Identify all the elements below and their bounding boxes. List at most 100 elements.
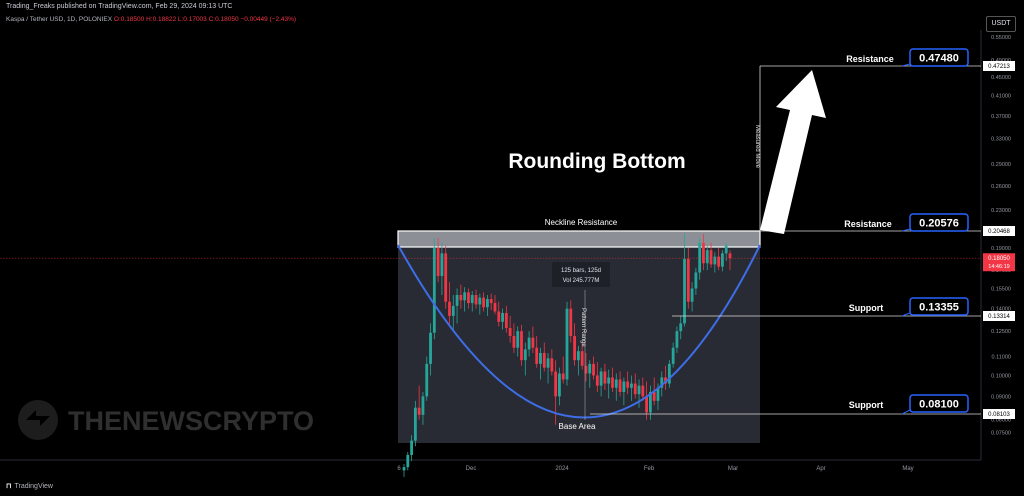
candle-0 (402, 464, 406, 477)
candle-6 (425, 356, 429, 401)
level-pointer-2 (901, 312, 911, 317)
range-bars-label: 125 bars, 125d (561, 268, 601, 274)
candle-79 (702, 233, 705, 271)
price-tick-label-5: 0.33000 (991, 136, 1011, 142)
candle-12 (448, 282, 451, 327)
level-label-2: Support (849, 303, 884, 313)
time-tick-label-6: May (902, 466, 913, 472)
time-tick-label-0: 6 (397, 466, 401, 472)
symbol-name: Kaspa / Tether USD, 1D, POLONIEX (6, 16, 113, 23)
candle-37 (542, 342, 546, 372)
candle-31 (520, 324, 523, 366)
range-vol-label: Vol 245.777M (563, 278, 600, 284)
candle-14 (455, 288, 459, 324)
candle-41 (558, 367, 561, 406)
candle-11 (444, 245, 448, 309)
price-tick-label-13: 0.14000 (991, 307, 1011, 313)
price-tag-0 (983, 61, 1015, 71)
candle-36 (539, 347, 542, 380)
price-tick-label-7: 0.26000 (991, 184, 1011, 190)
candle-2 (410, 435, 413, 461)
candle-5 (421, 392, 425, 425)
candle-45 (573, 323, 576, 366)
level-value-2: 0.13355 (919, 302, 959, 314)
candle-1 (406, 452, 410, 471)
price-tag-1 (983, 226, 1015, 236)
candle-60 (630, 375, 633, 401)
price-tick-label-14: 0.12500 (991, 329, 1011, 335)
level-pointer-0 (901, 63, 911, 67)
price-tick-label-16: 0.10000 (991, 373, 1011, 379)
price-tick-label-18: 0.08000 (991, 418, 1011, 424)
footer: ⊓ TradingView (6, 482, 53, 490)
price-tag-value-3: 0.13314 (988, 314, 1010, 320)
footer-brand: TradingView (14, 483, 53, 490)
candle-70 (667, 360, 671, 388)
time-tick-label-5: Apr (816, 466, 825, 472)
candle-56 (614, 373, 618, 401)
measured-move-label: Measured Move (754, 125, 760, 169)
arrow-up-icon (760, 70, 826, 234)
price-tag-4 (983, 409, 1015, 419)
symbol-info: Kaspa / Tether USD, 1D, POLONIEX O:0.185… (6, 16, 296, 23)
candle-61 (633, 373, 637, 399)
price-tick-label-19: 0.07500 (991, 431, 1011, 437)
watermark: THENEWSCRYPTO (18, 400, 314, 440)
candle-64 (645, 381, 649, 420)
candle-81 (709, 242, 713, 268)
base-area-label: Base Area (559, 422, 596, 431)
candle-30 (516, 326, 520, 357)
last-price-countdown: 14:46:19 (988, 264, 1009, 270)
candle-3 (413, 400, 417, 447)
candle-72 (675, 326, 679, 353)
candle-84 (721, 250, 724, 272)
price-tick-label-12: 0.15500 (991, 286, 1011, 292)
candle-17 (467, 288, 470, 309)
candle-25 (497, 301, 501, 327)
candle-4 (417, 385, 421, 420)
candle-46 (576, 345, 580, 376)
candle-23 (489, 293, 493, 311)
candle-49 (588, 360, 592, 388)
price-tick-label-8: 0.23000 (991, 208, 1011, 214)
candle-19 (474, 289, 478, 309)
pattern-range-label: Pattern Range (580, 308, 586, 347)
level-pointer-3 (901, 409, 911, 415)
level-value-box-0 (909, 48, 969, 67)
price-tag-value-4: 0.08103 (988, 412, 1010, 418)
level-label-3: Support (849, 400, 884, 410)
candle-59 (626, 371, 630, 395)
time-tick-label-3: Feb (644, 466, 655, 472)
candle-27 (504, 305, 508, 333)
candle-35 (535, 335, 539, 368)
level-value-box-3 (909, 394, 969, 413)
range-info-box (552, 262, 610, 287)
price-tick-label-15: 0.11000 (992, 355, 1011, 361)
candle-42 (561, 356, 565, 384)
candle-58 (622, 377, 626, 406)
candle-21 (482, 292, 486, 312)
ohlc-values: O:0.18500 H:0.18822 L:0.17003 C:0.18050 … (113, 16, 297, 23)
candle-16 (463, 287, 467, 312)
candle-62 (637, 379, 641, 408)
candle-22 (485, 294, 489, 316)
candle-78 (698, 237, 702, 280)
time-tick-label-4: Mar (728, 466, 738, 472)
last-price-value: 0.18050 (988, 256, 1010, 262)
candle-26 (501, 308, 504, 330)
currency-button[interactable]: USDT (986, 16, 1016, 32)
time-axis: 6 Dec 2024 Feb Mar Apr May (397, 466, 913, 472)
candle-9 (436, 237, 440, 283)
candle-15 (459, 284, 463, 309)
level-value-box-2 (909, 297, 969, 316)
level-label-0: Resistance (846, 54, 894, 64)
level-value-box-1 (909, 213, 969, 232)
time-tick-label-2: 2024 (555, 466, 569, 472)
price-tag-value-0: 0.47213 (988, 64, 1010, 70)
price-tag-value-1: 0.20468 (988, 229, 1010, 235)
candle-50 (592, 356, 595, 380)
candle-48 (584, 352, 588, 382)
level-value-3: 0.08100 (919, 399, 959, 411)
candle-38 (546, 352, 550, 384)
